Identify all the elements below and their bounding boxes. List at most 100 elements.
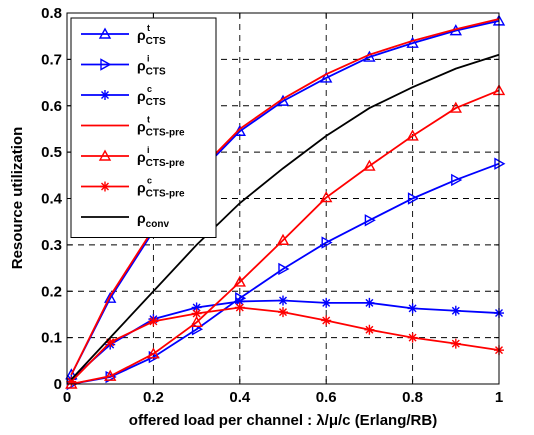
legend-marker [100, 90, 110, 100]
legend-entry: ρconv [81, 210, 169, 230]
data-point [364, 214, 376, 227]
data-point [407, 303, 418, 314]
data-point [278, 295, 288, 306]
y-tick-label: 0.4 [41, 191, 63, 208]
data-point [321, 297, 332, 308]
legend-symbol: ρ [137, 180, 146, 196]
x-tick-label: 0.8 [402, 389, 423, 406]
data-point [451, 173, 463, 187]
data-point [104, 369, 117, 381]
data-point [278, 262, 290, 276]
data-point [450, 338, 461, 349]
legend-symbol: ρ [137, 210, 146, 226]
data-point [321, 315, 332, 326]
data-point [406, 36, 419, 48]
data-point [364, 297, 375, 308]
data-point [449, 101, 462, 113]
y-tick-label: 0.7 [41, 51, 62, 68]
legend: ρCTStρCTSiρCTScρCTS-pretρCTS-preiρCTS-pr… [70, 17, 217, 238]
legend-marker [100, 58, 112, 71]
legend-superscript: i [147, 145, 150, 155]
data-point [233, 275, 246, 287]
legend-marker [100, 181, 110, 192]
y-tick-label: 0.8 [41, 5, 62, 22]
data-point [147, 347, 160, 359]
data-point [407, 332, 418, 343]
legend-subscript: CTS-pre [146, 158, 185, 169]
y-tick-label: 0.5 [41, 144, 62, 161]
legend-marker [98, 27, 112, 39]
y-tick-label: 0.2 [41, 283, 62, 300]
series-line [70, 20, 500, 376]
legend-label: ρCTS-pre [137, 149, 185, 169]
x-tick-label: 0.2 [143, 389, 164, 406]
legend-box [70, 17, 217, 238]
data-point [104, 291, 117, 303]
legend-subscript: CTS [146, 36, 166, 47]
series-line [71, 89, 500, 385]
legend-marker [98, 149, 112, 161]
data-point [320, 191, 333, 203]
legend-subscript: conv [146, 219, 170, 230]
data-point [406, 129, 419, 141]
y-axis-label: Resource utilization [9, 127, 26, 270]
x-axis-label: offered load per channel : λ/μ/c (Erlang… [129, 412, 437, 429]
axis-ticks: 0 0.2 0.4 0.6 0.8 1 0 0.1 0.2 0.3 0.4 0.5 0.6 0.7 0.8 [41, 5, 503, 406]
legend-symbol: ρ [137, 88, 146, 104]
legend-subscript: CTS-pre [146, 189, 185, 200]
data-point [321, 236, 333, 249]
x-tick-label: 0.4 [229, 389, 251, 406]
series-conv [70, 53, 500, 380]
data-point [148, 316, 159, 327]
data-point [278, 307, 288, 318]
data-point [407, 192, 420, 205]
legend-superscript: c [147, 176, 152, 186]
y-tick-label: 0.1 [41, 330, 62, 347]
x-tick-label: 0.6 [316, 389, 337, 406]
legend-label: ρCTS-pre [137, 180, 185, 200]
plot-area [65, 14, 506, 391]
legend-symbol: ρ [137, 119, 146, 135]
data-point [450, 305, 461, 316]
series-cts-pre-i [65, 84, 506, 389]
series-line [70, 306, 500, 383]
data-point [364, 324, 375, 335]
data-point [276, 233, 290, 245]
legend-label: ρconv [137, 210, 169, 230]
legend-symbol: ρ [137, 58, 146, 74]
x-tick-label: 1 [495, 389, 503, 406]
legend-label: ρCTS [137, 58, 166, 78]
legend-subscript: CTS [146, 67, 166, 78]
legend-superscript: c [147, 84, 152, 94]
data-point [363, 159, 376, 171]
data-point [190, 315, 203, 328]
x-tick-label: 0 [63, 389, 71, 406]
legend-superscript: t [147, 23, 150, 33]
data-point [191, 308, 202, 319]
legend-label: ρCTS [137, 27, 166, 47]
series-cts-c [66, 295, 504, 385]
y-tick-label: 0.3 [41, 237, 62, 254]
legend-label: ρCTS-pre [137, 119, 185, 139]
series-cts-pre-c [66, 302, 504, 387]
series-line [71, 162, 500, 385]
series-line [70, 18, 500, 376]
legend-superscript: i [147, 54, 150, 64]
legend-symbol: ρ [137, 149, 146, 165]
data-point [234, 302, 245, 313]
legend-subscript: CTS [146, 97, 166, 108]
y-tick-label: 0.6 [41, 98, 62, 115]
data-point [191, 302, 202, 313]
series-line [70, 53, 500, 380]
legend-label: ρCTS [137, 88, 166, 108]
legend-subscript: CTS-pre [146, 128, 185, 139]
y-tick-label: 0 [54, 376, 62, 393]
series-cts-pre-t [70, 18, 500, 376]
